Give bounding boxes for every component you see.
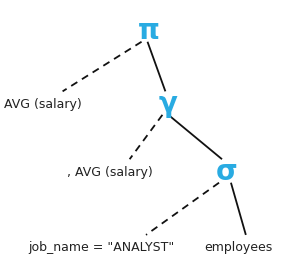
Text: γ: γ — [159, 90, 178, 118]
Text: employees: employees — [204, 241, 273, 254]
Text: AVG (salary): AVG (salary) — [4, 98, 82, 111]
Text: job_name = "ANALYST": job_name = "ANALYST" — [28, 241, 174, 254]
Text: σ: σ — [216, 158, 237, 186]
Text: π: π — [138, 17, 160, 45]
Text: , AVG (salary): , AVG (salary) — [67, 166, 153, 179]
